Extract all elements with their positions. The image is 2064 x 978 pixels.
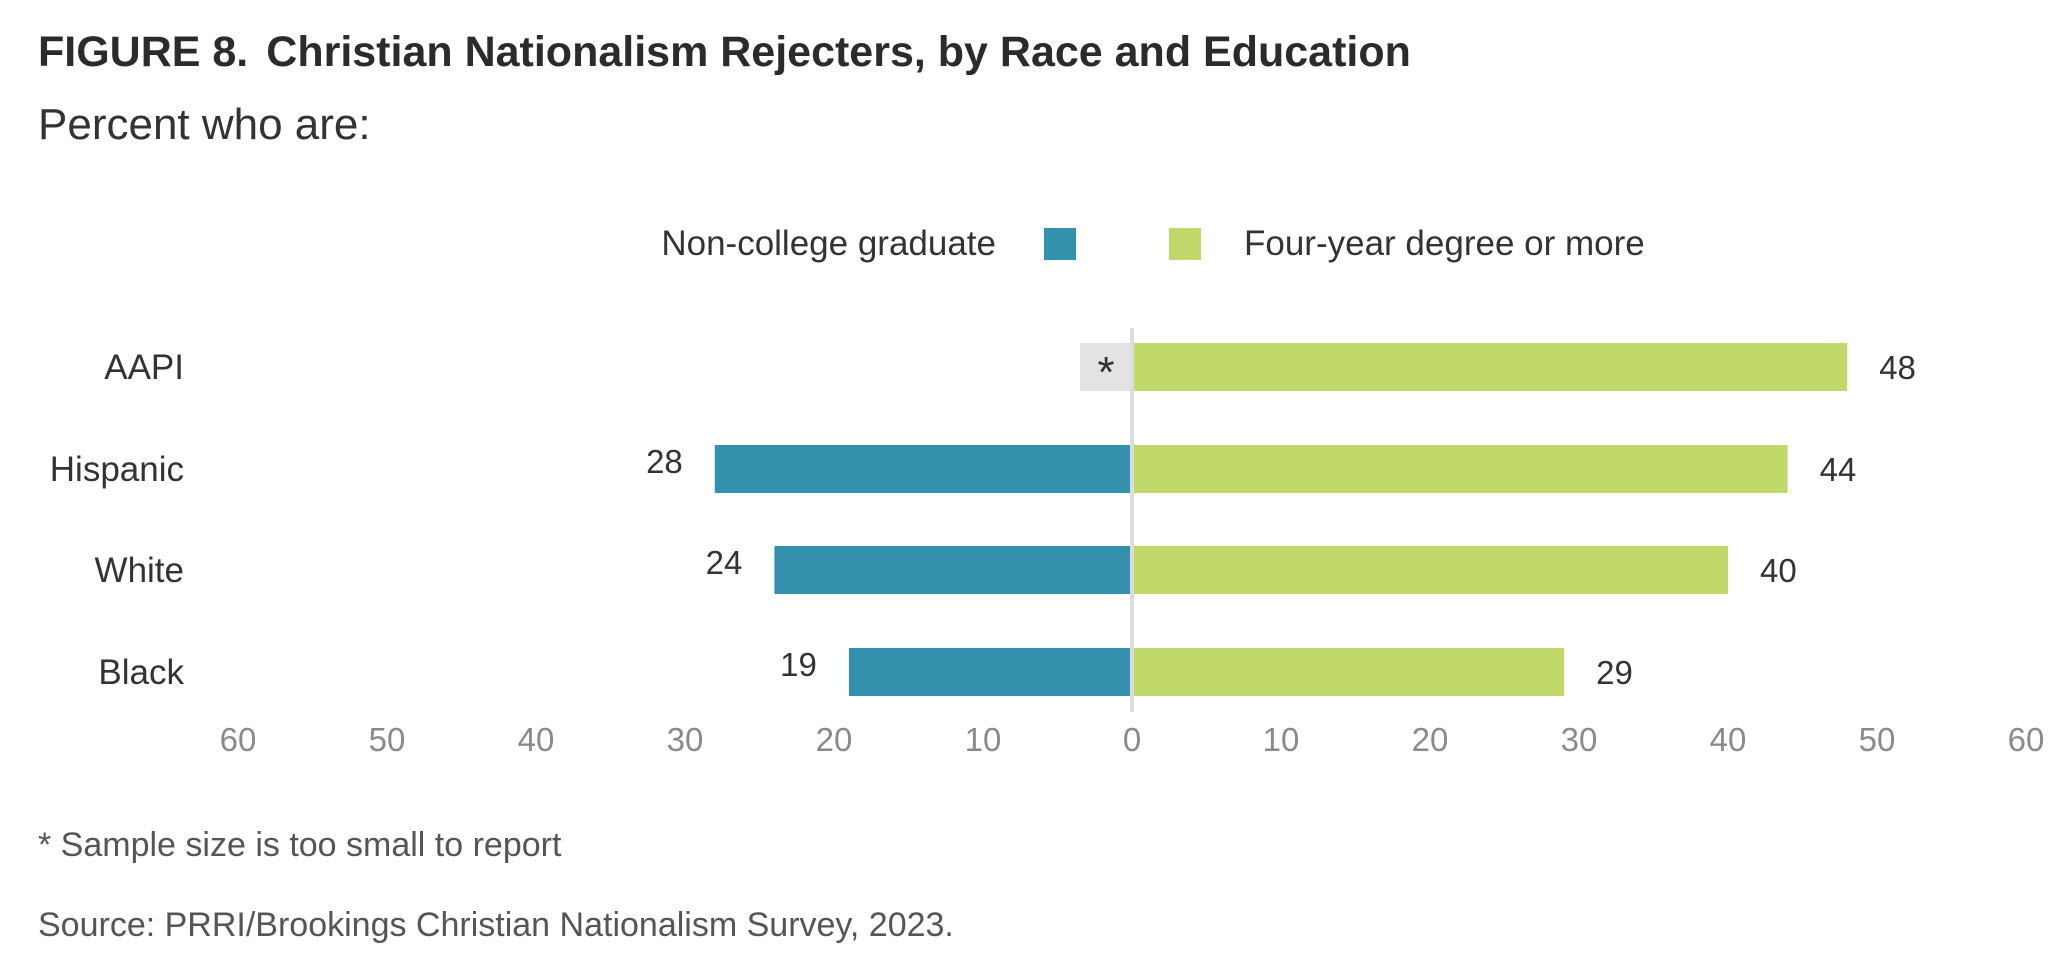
category-label-hispanic: Hispanic xyxy=(50,450,184,489)
bar-non-college-white xyxy=(774,546,1132,594)
x-tick-label: 10 xyxy=(1263,721,1300,758)
value-label-non-college-hispanic: 28 xyxy=(646,443,683,480)
x-tick-label: 20 xyxy=(816,721,853,758)
value-label-four-year-black: 29 xyxy=(1596,654,1633,691)
category-label-black: Black xyxy=(98,653,184,692)
figure-title: FIGURE 8. Christian Nationalism Rejecters… xyxy=(38,28,1411,77)
x-tick-label: 40 xyxy=(518,721,555,758)
suppressed-marker-aapi: * xyxy=(1097,348,1114,397)
x-tick-label: 20 xyxy=(1412,721,1449,758)
x-tick-label: 10 xyxy=(965,721,1002,758)
bar-four-year-aapi xyxy=(1132,343,1848,391)
value-label-four-year-hispanic: 44 xyxy=(1820,451,1857,488)
figure-label: FIGURE 8. xyxy=(38,28,249,76)
bar-non-college-black xyxy=(848,648,1132,696)
x-tick-label: 60 xyxy=(220,721,257,758)
legend-label-non-college: Non-college graduate xyxy=(661,224,996,263)
source-note: Source: PRRI/Brookings Christian Nationa… xyxy=(38,906,954,944)
legend-swatch-four-year xyxy=(1169,228,1201,260)
x-tick-label: 40 xyxy=(1710,721,1747,758)
legend-label-four-year: Four-year degree or more xyxy=(1244,224,1645,263)
value-label-four-year-white: 40 xyxy=(1760,552,1797,589)
bar-suppressed-aapi xyxy=(1080,343,1132,391)
x-tick-label: 60 xyxy=(2008,721,2045,758)
category-label-aapi: AAPI xyxy=(104,348,184,387)
chart-title: Christian Nationalism Rejecters, by Race… xyxy=(266,28,1411,76)
chart-subtitle: Percent who are: xyxy=(38,100,371,149)
bar-four-year-white xyxy=(1132,546,1728,594)
x-tick-label: 50 xyxy=(369,721,406,758)
x-tick-label: 30 xyxy=(667,721,704,758)
bar-four-year-black xyxy=(1132,648,1565,696)
value-label-non-college-white: 24 xyxy=(706,544,743,581)
value-label-four-year-aapi: 48 xyxy=(1879,349,1916,386)
x-tick-label: 50 xyxy=(1859,721,1896,758)
footnote: * Sample size is too small to report xyxy=(38,826,562,864)
x-tick-label: 0 xyxy=(1123,721,1141,758)
legend-swatch-non-college xyxy=(1044,228,1076,260)
bar-four-year-hispanic xyxy=(1132,445,1788,493)
category-label-white: White xyxy=(95,551,184,590)
value-label-non-college-black: 19 xyxy=(780,646,817,683)
x-tick-label: 30 xyxy=(1561,721,1598,758)
bar-non-college-hispanic xyxy=(714,445,1132,493)
